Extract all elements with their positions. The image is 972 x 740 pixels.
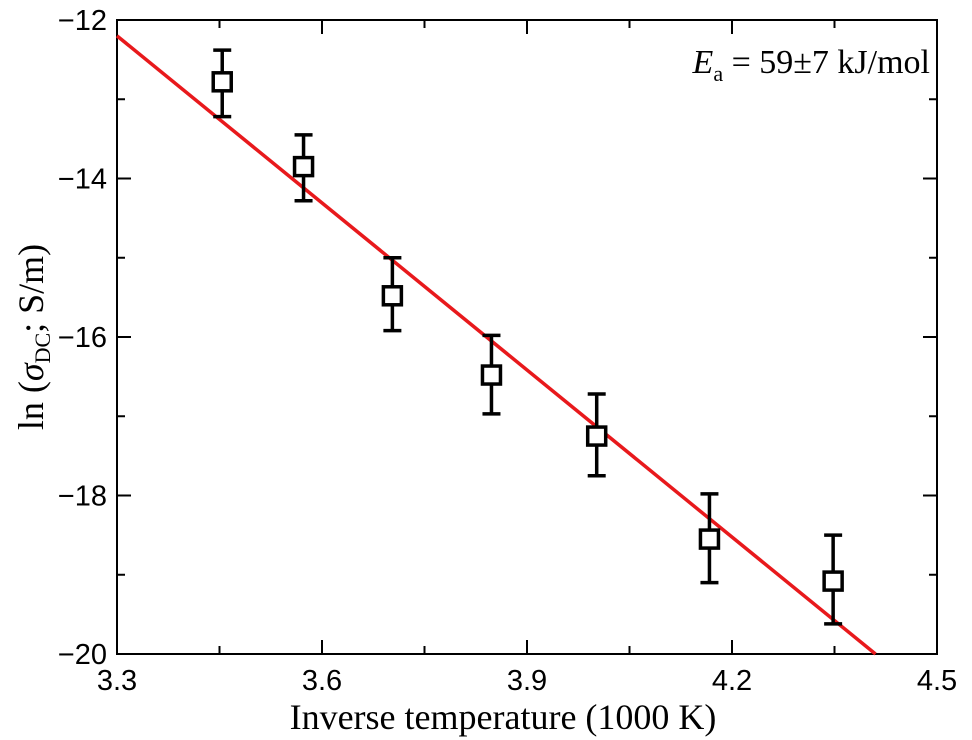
fit-line <box>115 34 877 656</box>
y-tick-label: −16 <box>58 322 107 354</box>
plot-frame <box>116 19 938 655</box>
data-points <box>211 48 844 626</box>
square-marker <box>698 528 721 550</box>
y-tick-label: −12 <box>58 5 107 37</box>
x-tick-label: 3.9 <box>507 665 547 697</box>
ticks <box>116 19 938 655</box>
square-marker <box>381 285 404 307</box>
x-tick-label: 4.5 <box>917 665 957 697</box>
data-point <box>211 48 233 119</box>
data-point <box>381 256 404 333</box>
y-tick-label: −14 <box>58 164 107 196</box>
x-tick-label: 4.2 <box>712 665 752 697</box>
data-point <box>585 392 608 478</box>
square-marker <box>480 364 503 386</box>
data-point <box>822 533 844 626</box>
square-marker <box>585 425 608 447</box>
data-point <box>292 133 315 203</box>
fit-line-group <box>115 34 877 656</box>
y-tick-label: −18 <box>58 481 107 513</box>
activation-energy-annotation: Ea = 59±7 kJ/mol <box>692 44 930 86</box>
y-axis-title: ln (σDC; S/m) <box>11 244 55 430</box>
square-marker <box>292 155 315 178</box>
data-point <box>480 333 503 416</box>
y-tick-label: −20 <box>58 639 107 671</box>
square-marker <box>822 570 844 592</box>
square-marker <box>211 71 233 93</box>
tick-labels: 3.3 3.6 3.9 4.2 4.5 −20 −18 −16 −14 −12 <box>58 5 957 697</box>
x-axis-title: Inverse temperature (1000 K) <box>290 697 717 737</box>
x-tick-label: 3.6 <box>302 665 342 697</box>
data-point <box>698 492 721 585</box>
x-tick-label: 3.3 <box>97 665 137 697</box>
